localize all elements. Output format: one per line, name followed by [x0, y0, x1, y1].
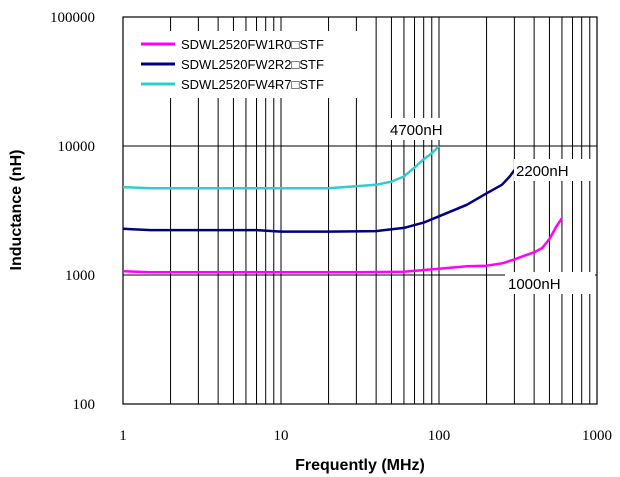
tick-labels: 1 10 100 1000 100 1000 10000 100000	[50, 10, 612, 444]
x-tick-label: 1	[119, 428, 127, 444]
x-tick-label: 1000	[582, 428, 612, 444]
annotations: 4700nH 2200nH 1000nH	[388, 118, 596, 294]
legend-label-3: SDWL2520FW4R7□STF	[181, 77, 324, 92]
series-line-1	[122, 217, 563, 274]
y-axis-title: Inductance (nH)	[8, 150, 25, 271]
series-line-3	[122, 145, 440, 190]
x-tick-label: 100	[428, 428, 451, 444]
plot-frame	[122, 16, 598, 405]
x-axis-title: Frequently (MHz)	[295, 457, 425, 474]
legend-box	[136, 31, 374, 98]
x-tick-label: 10	[274, 428, 289, 444]
annotation-1000nh: 1000nH	[508, 276, 561, 293]
legend-label-1: SDWL2520FW1R0□STF	[181, 37, 324, 52]
annotation-box-2200	[514, 159, 596, 181]
annotation-2200nh: 2200nH	[516, 163, 569, 180]
annotation-box-1000	[505, 272, 595, 294]
annotation-4700nh: 4700nH	[390, 122, 443, 139]
y-tick-label: 100	[73, 397, 96, 413]
legend: SDWL2520FW1R0□STF SDWL2520FW2R2□STF SDWL…	[136, 31, 374, 98]
series-line-2	[122, 165, 520, 233]
series-layer	[122, 145, 563, 274]
legend-label-2: SDWL2520FW2R2□STF	[181, 57, 324, 72]
annotation-box-4700	[388, 118, 468, 140]
y-tick-label: 100000	[50, 10, 95, 26]
y-tick-label: 10000	[58, 139, 96, 155]
y-tick-label: 1000	[65, 268, 95, 284]
